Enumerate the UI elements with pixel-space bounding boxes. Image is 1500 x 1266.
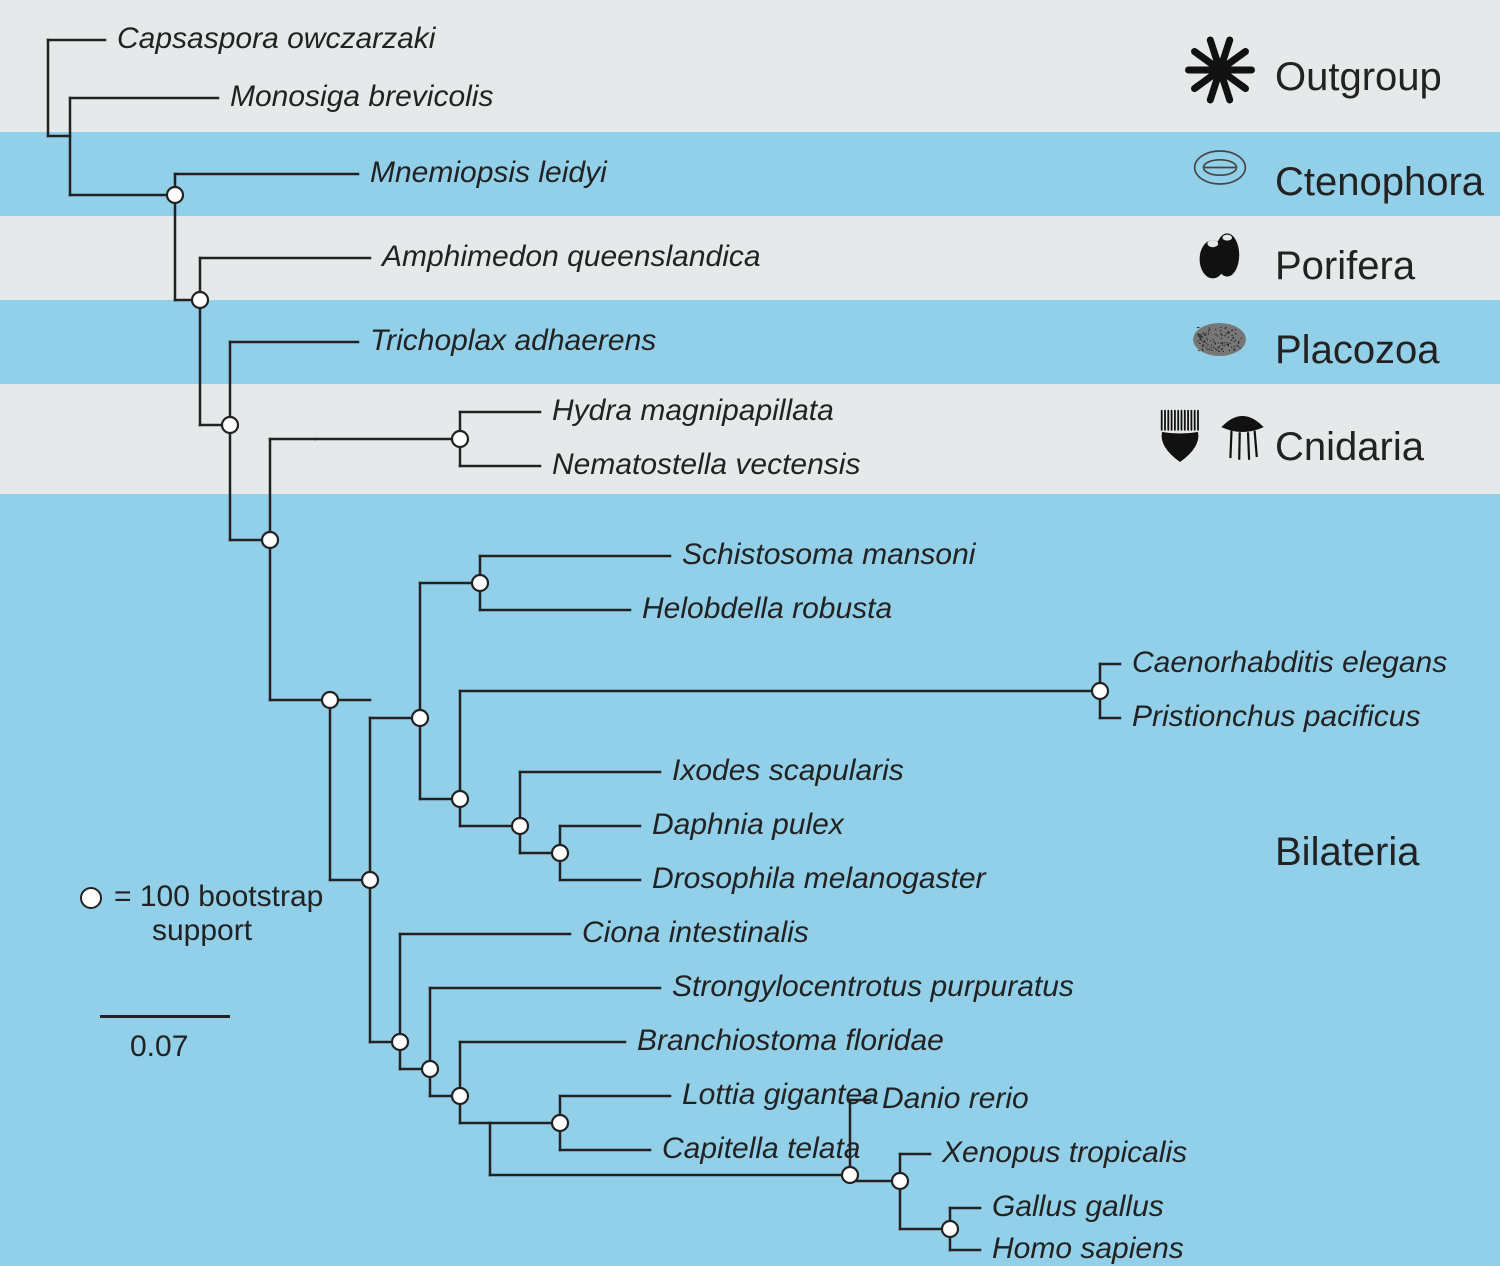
ctenophora-icon [1185,140,1255,200]
species-label: Monosiga brevicolis [230,80,493,114]
species-label: Ciona intestinalis [582,916,809,950]
species-label: Daphnia pulex [652,808,844,842]
species-label: Gallus gallus [992,1190,1164,1224]
scale-label: 0.07 [130,1030,188,1064]
species-label: Ixodes scapularis [672,754,904,788]
scale-bar [100,1015,230,1018]
bootstrap-legend: = 100 bootstrapsupport [80,880,323,948]
species-label: Capsaspora owczarzaki [117,22,435,56]
species-label: Hydra magnipapillata [552,394,834,428]
cnidaria-icon-2 [1215,400,1270,475]
group-label-placozoa: Placozoa [1275,328,1440,373]
species-label: Helobdella robusta [642,592,892,626]
species-label: Trichoplax adhaerens [370,324,656,358]
species-label: Pristionchus pacificus [1132,700,1420,734]
species-label: Branchiostoma floridae [637,1024,944,1058]
outgroup-icon [1185,35,1255,110]
group-label-porifera: Porifera [1275,244,1415,289]
species-label: Drosophila melanogaster [652,862,986,896]
cnidaria-icon-1 [1150,400,1210,475]
legend-text-1: = 100 bootstrap [114,880,323,913]
species-label: Danio rerio [882,1082,1029,1116]
species-label: Capitella telata [662,1132,860,1166]
species-label: Caenorhabditis elegans [1132,646,1447,680]
species-label: Xenopus tropicalis [942,1136,1187,1170]
species-label: Lottia gigantea [682,1078,879,1112]
group-label-outgroup: Outgroup [1275,55,1442,100]
legend-text-2: support [80,914,323,948]
species-label: Schistosoma mansoni [682,538,975,572]
group-label-bilateria: Bilateria [1275,830,1420,875]
placozoa-icon [1172,312,1267,372]
species-label: Mnemiopsis leidyi [370,156,607,190]
group-label-cnidaria: Cnidaria [1275,425,1424,470]
species-label: Nematostella vectensis [552,448,860,482]
species-label: Amphimedon queenslandica [382,240,761,274]
porifera-icon [1185,222,1255,287]
species-label: Strongylocentrotus purpuratus [672,970,1074,1004]
legend-node-icon [80,887,102,909]
species-label: Homo sapiens [992,1232,1184,1266]
group-label-ctenophora: Ctenophora [1275,160,1484,205]
phylogeny-figure: { "figure": { "width": 1500, "height": 1… [0,0,1500,1266]
